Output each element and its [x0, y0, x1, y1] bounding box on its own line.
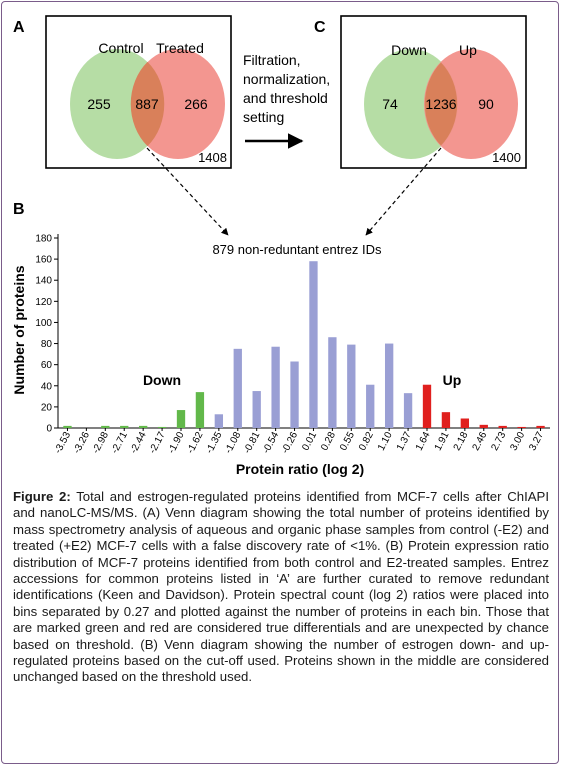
- dashed-connector-a: [146, 147, 229, 236]
- bar: [63, 425, 72, 428]
- x-tick-label: 1.10: [376, 430, 395, 453]
- x-tick-label: 0.55: [338, 430, 357, 453]
- x-tick-label: -0.26: [280, 430, 301, 456]
- y-tick-label: 60: [41, 360, 53, 371]
- x-tick-label: -0.81: [242, 430, 263, 456]
- bar: [271, 346, 280, 428]
- venn-a-total: 1408: [198, 150, 227, 165]
- venn-c-left-only: 74: [382, 96, 398, 112]
- x-tick-label: -2.71: [109, 430, 130, 456]
- bar: [290, 361, 299, 428]
- x-tick-label: -2.44: [128, 430, 149, 456]
- bar: [347, 344, 356, 428]
- bar: [536, 425, 545, 428]
- x-tick-label: 1.37: [395, 430, 414, 453]
- x-axis-title: Protein ratio (log 2): [236, 461, 364, 477]
- arrow-text-line-4: setting: [243, 109, 284, 125]
- x-tick-label: -3.53: [53, 430, 74, 456]
- x-tick-label: -2.98: [91, 430, 112, 456]
- venn-c-overlap-count: 1236: [425, 96, 456, 112]
- x-tick-label: -2.17: [147, 430, 168, 456]
- panel-c-letter: C: [314, 19, 326, 36]
- x-tick-label: 3.00: [508, 430, 527, 453]
- y-tick-label: 80: [41, 339, 53, 350]
- bar: [460, 418, 470, 428]
- venn-c-total: 1400: [492, 150, 521, 165]
- y-tick-label: 120: [35, 297, 52, 308]
- arrow-text-line-1: Filtration,: [243, 52, 301, 68]
- bar: [233, 348, 242, 428]
- bar-chart: 020406080100120140160180-3.53-3.26-2.98-…: [35, 234, 550, 456]
- y-tick-label: 100: [35, 318, 52, 329]
- bar: [214, 414, 224, 428]
- panel-a-box: [45, 15, 232, 169]
- x-tick-label: -0.54: [261, 430, 282, 456]
- bar: [384, 343, 394, 428]
- y-tick-label: 20: [41, 402, 53, 413]
- bar: [328, 337, 337, 428]
- x-tick-label: 2.18: [452, 430, 471, 453]
- bar: [176, 410, 186, 428]
- x-tick-label: 0.82: [357, 430, 376, 453]
- x-tick-label: 1.64: [414, 430, 433, 453]
- y-axis-title: Number of proteins: [11, 265, 27, 394]
- x-tick-label: -3.26: [72, 430, 93, 456]
- venn-a-right-label: Treated: [156, 40, 204, 56]
- bar: [157, 426, 167, 428]
- x-tick-label: -1.90: [166, 430, 187, 456]
- bar: [101, 425, 110, 428]
- bar: [479, 424, 488, 428]
- y-tick-label: 160: [35, 255, 52, 266]
- x-tick-label: 0.01: [300, 430, 319, 453]
- bar: [422, 384, 432, 428]
- figure-caption: Figure 2: Total and estrogen-regulated p…: [13, 489, 549, 686]
- bar: [120, 425, 129, 428]
- x-tick-label: -1.08: [223, 430, 244, 456]
- arrow-text-line-3: and threshold: [243, 90, 328, 106]
- bar: [366, 384, 375, 428]
- bar: [441, 412, 451, 428]
- dashed-connector-c: [365, 147, 442, 236]
- bar: [309, 261, 318, 428]
- y-tick-label: 140: [35, 276, 52, 287]
- venn-c-left-label: Down: [391, 42, 427, 58]
- panel-c-box: [340, 15, 527, 169]
- down-label: Down: [143, 372, 181, 388]
- x-tick-label: -1.35: [204, 430, 225, 456]
- venn-c-overlap: [424, 62, 458, 146]
- caption-label: Figure 2:: [13, 489, 71, 504]
- x-tick-label: 1.91: [433, 430, 452, 453]
- y-tick-label: 180: [35, 234, 52, 245]
- venn-c-right-label: Up: [459, 42, 477, 58]
- bar: [517, 426, 526, 428]
- y-tick-label: 0: [46, 424, 52, 435]
- annotation-entrez: 879 non-reduntant entrez IDs: [212, 242, 382, 257]
- panel-a-letter: A: [13, 19, 25, 36]
- x-tick-label: -1.62: [185, 430, 206, 456]
- venn-a-overlap: [130, 61, 165, 147]
- caption-text: Total and estrogen-regulated proteins id…: [13, 489, 549, 685]
- x-tick-label: 0.28: [319, 430, 338, 453]
- venn-a-left-label: Control: [98, 40, 143, 56]
- figure-graphic: A Control Treated 255 887 266 1408 Filtr…: [11, 15, 550, 477]
- panel-b-letter: B: [13, 201, 25, 218]
- venn-a-overlap-count: 887: [135, 96, 159, 112]
- up-label: Up: [443, 372, 462, 388]
- bar: [403, 393, 413, 428]
- venn-c-right-only: 90: [478, 96, 494, 112]
- x-tick-label: 2.46: [471, 430, 490, 453]
- venn-a-left-only: 255: [87, 96, 111, 112]
- bar: [195, 392, 205, 428]
- x-tick-label: 2.73: [489, 430, 508, 453]
- bar: [498, 425, 507, 428]
- venn-a-right-only: 266: [184, 96, 208, 112]
- arrow-text-line-2: normalization,: [243, 71, 330, 87]
- bar: [252, 391, 261, 428]
- y-tick-label: 40: [41, 381, 53, 392]
- x-tick-label: 3.27: [527, 430, 546, 453]
- bar: [138, 425, 148, 428]
